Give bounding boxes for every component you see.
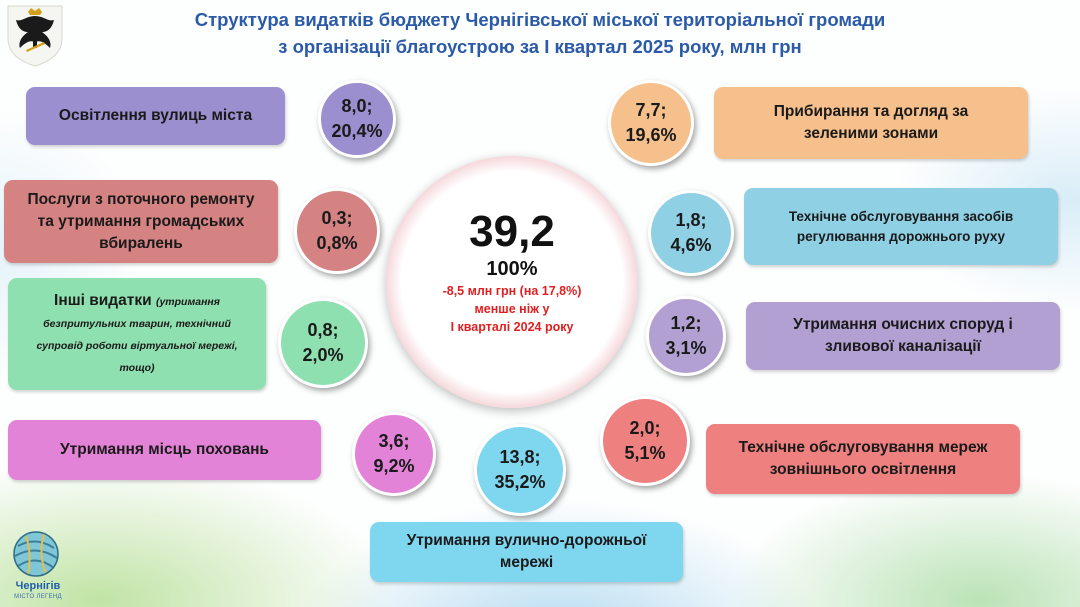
label-other: Інші видатки (утримання безпритульних тв… xyxy=(8,278,266,390)
logo-name: Чернігів xyxy=(15,580,61,592)
label-text: Утримання очисних споруд і зливової кана… xyxy=(793,316,1013,355)
label-text: Утримання вулично-дорожньої мережі xyxy=(406,532,647,571)
share: 4,6% xyxy=(670,235,712,255)
label-toilets: Послуги з поточного ремонту та утримання… xyxy=(4,180,278,263)
label-text: Технічне обслуговування мереж зовнішньог… xyxy=(738,439,988,478)
label-detail: (утримання безпритульних тварин, технічн… xyxy=(36,296,238,374)
logo-tagline: МІСТО ЛЕГЕНД xyxy=(14,594,62,600)
share: 19,6% xyxy=(625,125,677,145)
value-green-zones: 7,7; 19,6% xyxy=(608,80,694,166)
label-street-lighting: Освітлення вулиць міста xyxy=(26,87,285,145)
total-circle: 39,2 100% -8,5 млн грн (на 17,8%) менше … xyxy=(386,156,638,408)
share: 5,1% xyxy=(624,443,666,463)
value-street-lighting: 8,0; 20,4% xyxy=(318,80,396,158)
amount: 0,3; xyxy=(321,208,353,228)
label-text: Послуги з поточного ремонту та утримання… xyxy=(27,190,255,252)
share: 20,4% xyxy=(331,121,383,141)
share: 9,2% xyxy=(373,456,415,476)
amount: 7,7; xyxy=(635,100,667,120)
label-text: Технічне обслуговування засобів регулюва… xyxy=(788,208,1014,244)
amount: 0,8; xyxy=(307,320,339,340)
label-text: Утримання місць поховань xyxy=(60,441,269,458)
label-traffic: Технічне обслуговування засобів регулюва… xyxy=(744,188,1058,265)
label-text: Інші видатки xyxy=(54,292,152,309)
total-amount: 39,2 xyxy=(469,207,555,256)
total-percent: 100% xyxy=(486,258,538,280)
change-line-1: -8,5 млн грн (на 17,8%) xyxy=(442,284,582,298)
amount: 1,8; xyxy=(675,210,707,230)
label-outdoor-lighting: Технічне обслуговування мереж зовнішньог… xyxy=(706,424,1020,494)
total-circle-inner: 39,2 100% -8,5 млн грн (на 17,8%) менше … xyxy=(408,178,616,386)
label-green-zones: Прибирання та догляд за зеленими зонами xyxy=(714,87,1028,159)
label-cemeteries: Утримання місць поховань xyxy=(8,420,321,480)
amount: 3,6; xyxy=(378,431,410,451)
value-toilets: 0,3; 0,8% xyxy=(294,188,380,274)
label-text: Освітлення вулиць міста xyxy=(58,107,253,124)
value-roads: 13,8; 35,2% xyxy=(474,424,566,516)
label-sewage: Утримання очисних споруд і зливової кана… xyxy=(746,302,1060,370)
amount: 2,0; xyxy=(629,418,661,438)
share: 0,8% xyxy=(316,233,358,253)
page-title: Структура видатків бюджету Чернігівської… xyxy=(140,6,940,60)
value-outdoor-lighting: 2,0; 5,1% xyxy=(600,396,690,486)
value-cemeteries: 3,6; 9,2% xyxy=(352,412,436,496)
city-logo-icon xyxy=(13,531,59,577)
change-line-2: менше ніж у xyxy=(474,302,550,316)
value-other: 0,8; 2,0% xyxy=(278,298,368,388)
value-sewage: 1,2; 3,1% xyxy=(646,296,726,376)
title-line-1: Структура видатків бюджету Чернігівської… xyxy=(194,9,886,30)
title-line-2: з організації благоустрою за І квартал 2… xyxy=(278,36,802,57)
change-line-3: І кварталі 2024 року xyxy=(450,320,574,334)
value-traffic: 1,8; 4,6% xyxy=(648,190,734,276)
share: 3,1% xyxy=(665,338,707,358)
amount: 8,0; xyxy=(341,96,373,116)
city-crest-icon xyxy=(7,5,63,67)
amount: 13,8; xyxy=(499,447,541,467)
share: 35,2% xyxy=(494,472,546,492)
label-text: Прибирання та догляд за зеленими зонами xyxy=(773,103,969,142)
amount: 1,2; xyxy=(670,313,702,333)
share: 2,0% xyxy=(302,345,344,365)
label-roads: Утримання вулично-дорожньої мережі xyxy=(370,522,683,582)
